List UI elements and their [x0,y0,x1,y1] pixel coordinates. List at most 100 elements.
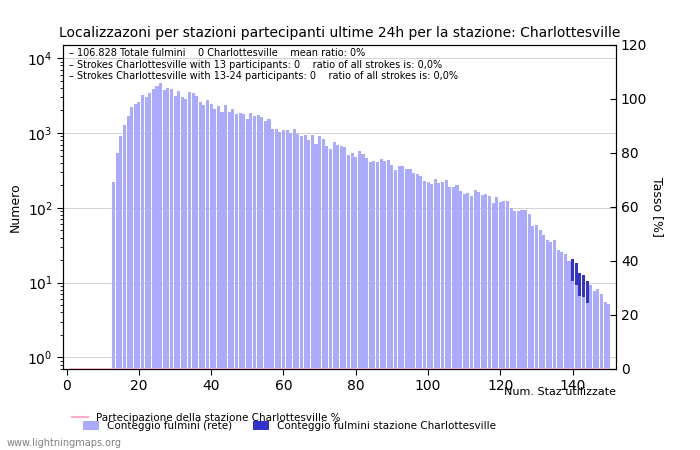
Bar [286,130,288,450]
Bar [430,184,433,450]
Bar [112,182,115,450]
Bar [600,294,603,450]
Y-axis label: Tasso [%]: Tasso [%] [651,177,664,237]
Bar [340,146,343,450]
Bar [322,139,325,450]
Bar [459,191,462,450]
Bar [582,275,585,297]
Bar [192,93,195,450]
Bar [408,169,412,450]
Bar [246,119,249,450]
Bar [463,194,466,450]
Bar [401,166,405,450]
Bar [332,142,335,450]
Bar [369,162,372,450]
Bar [210,104,213,450]
Bar [491,203,495,450]
Bar [293,129,296,450]
Legend: Partecipazione della stazione Charlottesville %: Partecipazione della stazione Charlottes… [68,409,345,427]
Bar [521,210,524,450]
Bar [571,259,574,281]
Bar [155,86,158,450]
Bar [174,96,176,450]
Bar [267,119,271,450]
Bar [177,91,180,450]
Bar [304,135,307,450]
Bar [477,192,480,450]
Bar [314,144,318,450]
Bar [398,166,400,450]
Bar [239,113,241,450]
Bar [214,108,216,450]
Bar [184,99,188,450]
Bar [170,89,173,450]
Bar [206,100,209,450]
Bar [271,129,274,450]
Bar [329,149,332,450]
Text: www.lightningmaps.org: www.lightningmaps.org [7,438,122,448]
Bar [123,125,126,450]
Bar [253,116,256,450]
Bar [412,172,415,450]
Bar [423,181,426,450]
Bar [336,144,340,450]
Bar [228,112,231,450]
Bar [542,235,545,450]
Bar [510,207,512,450]
Bar [535,225,538,450]
Bar [517,211,520,450]
Bar [188,92,191,450]
Bar [202,105,206,450]
Bar [589,284,592,450]
Text: – 106.828 Totale fulmini    0 Charlottesville    mean ratio: 0%
– Strokes Charlo: – 106.828 Totale fulmini 0 Charlottesvil… [69,48,458,81]
Bar [311,135,314,450]
Text: Num. Staz utilizzate: Num. Staz utilizzate [504,387,616,397]
Bar [289,133,292,450]
Bar [473,189,477,450]
Bar [524,211,527,450]
Bar [264,121,267,450]
Bar [416,174,419,450]
Bar [456,185,458,450]
Bar [596,289,599,450]
Bar [347,155,350,450]
Bar [571,281,574,450]
Bar [394,170,397,450]
Bar [452,187,455,450]
Bar [564,254,567,450]
Bar [556,250,560,450]
Bar [159,83,162,450]
Bar [162,90,166,450]
Bar [495,197,498,450]
Bar [484,194,487,450]
Bar [127,116,130,450]
Bar [550,242,552,450]
Bar [528,214,531,450]
Bar [379,159,383,450]
Bar [499,202,502,450]
Bar [481,195,484,450]
Bar [282,130,285,450]
Bar [372,161,375,450]
Bar [405,170,408,450]
Bar [326,146,328,450]
Bar [351,153,354,450]
Bar [116,153,119,450]
Bar [167,88,169,450]
Bar [358,151,361,450]
Bar [279,131,281,450]
Bar [119,136,122,450]
Bar [235,114,238,450]
Bar [231,109,234,450]
Bar [434,179,437,450]
Bar [296,135,300,450]
Bar [148,93,151,450]
Bar [578,296,582,450]
Bar [181,97,184,450]
Bar [152,89,155,450]
Bar [603,302,607,450]
Bar [513,211,517,450]
Bar [488,196,491,450]
Bar [365,158,368,450]
Bar [568,261,570,450]
